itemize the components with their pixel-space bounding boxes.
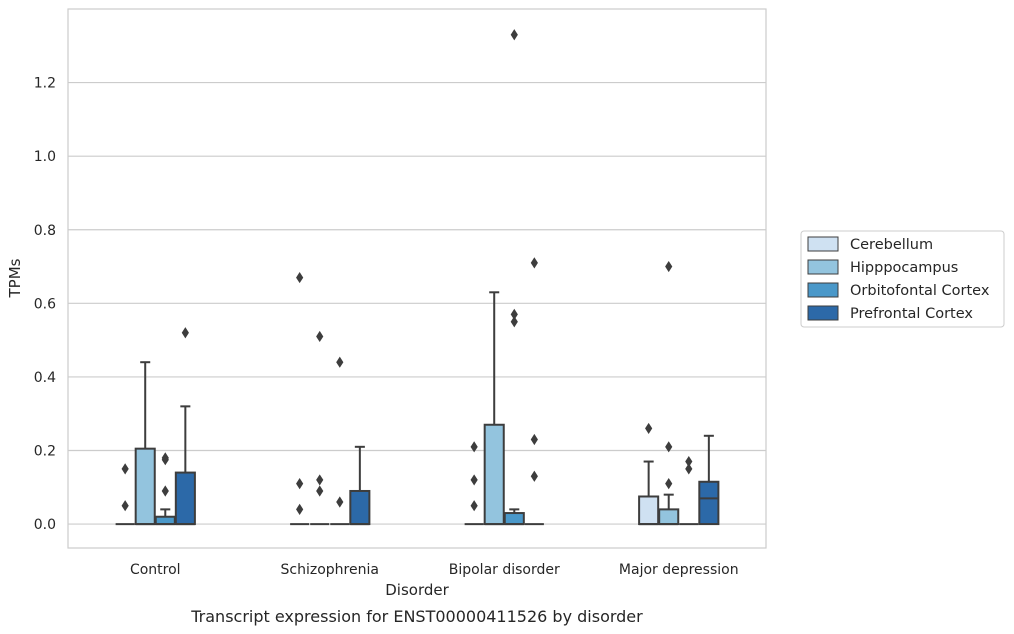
box-cerebellum (464, 441, 484, 526)
outlier-point (665, 478, 673, 490)
box-series (115, 29, 720, 526)
outlier-point (316, 485, 324, 497)
y-axis-title: TPMs (6, 258, 24, 298)
box-hipppocampus (658, 260, 680, 526)
box-hipppocampus (134, 361, 156, 526)
y-tick-label: 1.2 (34, 76, 56, 92)
box-hipppocampus (310, 330, 330, 526)
box (658, 508, 680, 526)
y-tick-label: 0.8 (34, 223, 56, 239)
outlier-point (665, 441, 673, 453)
y-tick-label: 0.0 (34, 517, 56, 533)
legend-swatch (807, 259, 839, 275)
plot-frame (67, 8, 767, 549)
x-tick-label: Schizophrenia (281, 562, 379, 578)
box-orbitofontal-cortex (679, 455, 699, 526)
x-tick-label: Control (130, 562, 181, 578)
box-cerebellum (115, 463, 135, 526)
box (174, 471, 196, 526)
box-prefrontal-cortex (524, 257, 544, 526)
chart-caption: Transcript expression for ENST0000041152… (190, 607, 643, 626)
box (483, 423, 505, 526)
box (503, 512, 525, 526)
box (698, 480, 720, 526)
x-tick-label: Bipolar disorder (449, 562, 560, 578)
box-hipppocampus (483, 291, 505, 526)
outlier-point (530, 257, 538, 269)
outlier-point (685, 455, 693, 468)
outlier-point (121, 500, 129, 512)
box-prefrontal-cortex (349, 445, 371, 526)
x-axis-title: Disorder (385, 581, 449, 599)
box (154, 515, 176, 526)
y-tick-label: 0.2 (34, 444, 56, 460)
y-tick-label: 0.4 (34, 370, 56, 386)
outlier-point (336, 496, 344, 508)
outlier-point (316, 330, 324, 343)
box (349, 489, 371, 526)
outlier-point (645, 422, 653, 435)
outlier-point (296, 503, 304, 515)
outlier-point (510, 29, 518, 41)
outlier-point (665, 260, 673, 273)
legend: Cerebellum Hipppocampus Orbitofontal Corte… (800, 230, 1005, 328)
y-tick-labels: 0.0 0.2 0.4 0.6 0.8 1.0 1.2 (34, 76, 56, 534)
outlier-point (470, 474, 478, 486)
legend-swatch (807, 236, 839, 252)
box (638, 495, 660, 526)
outlier-point (530, 433, 538, 446)
outlier-point (685, 463, 693, 475)
outlier-point (296, 478, 304, 490)
outlier-point (510, 308, 518, 320)
outlier-point (296, 271, 304, 284)
x-tick-labels: Control Schizophrenia Bipolar disorder Majo… (130, 562, 739, 578)
y-tick-label: 0.6 (34, 296, 56, 312)
outlier-point (121, 463, 129, 475)
legend-label: Hipppocampus (850, 260, 958, 276)
box (134, 447, 156, 526)
box-prefrontal-cortex (698, 434, 720, 526)
box-cerebellum (290, 271, 310, 526)
box-orbitofontal-cortex (154, 452, 176, 526)
box-prefrontal-cortex (174, 327, 196, 526)
legend-swatch (807, 282, 839, 298)
box-cerebellum (638, 422, 660, 526)
x-tick-label: Major depression (619, 562, 739, 578)
legend-frame (800, 230, 1005, 328)
outlier-point (510, 316, 518, 328)
outlier-point (181, 327, 189, 339)
box-orbitofontal-cortex (330, 356, 350, 526)
legend-swatch (807, 305, 839, 321)
outlier-point (336, 356, 344, 368)
legend-label: Cerebellum (850, 237, 933, 253)
outlier-point (530, 470, 538, 482)
legend-label: Prefrontal Cortex (850, 306, 973, 322)
y-tick-label: 1.0 (34, 149, 56, 165)
outlier-point (161, 485, 169, 497)
box-orbitofontal-cortex (503, 29, 525, 526)
outlier-point (470, 500, 478, 512)
outlier-point (161, 452, 169, 464)
outlier-point (470, 441, 478, 453)
legend-label: Orbitofontal Cortex (850, 283, 990, 299)
outlier-point (316, 474, 324, 486)
